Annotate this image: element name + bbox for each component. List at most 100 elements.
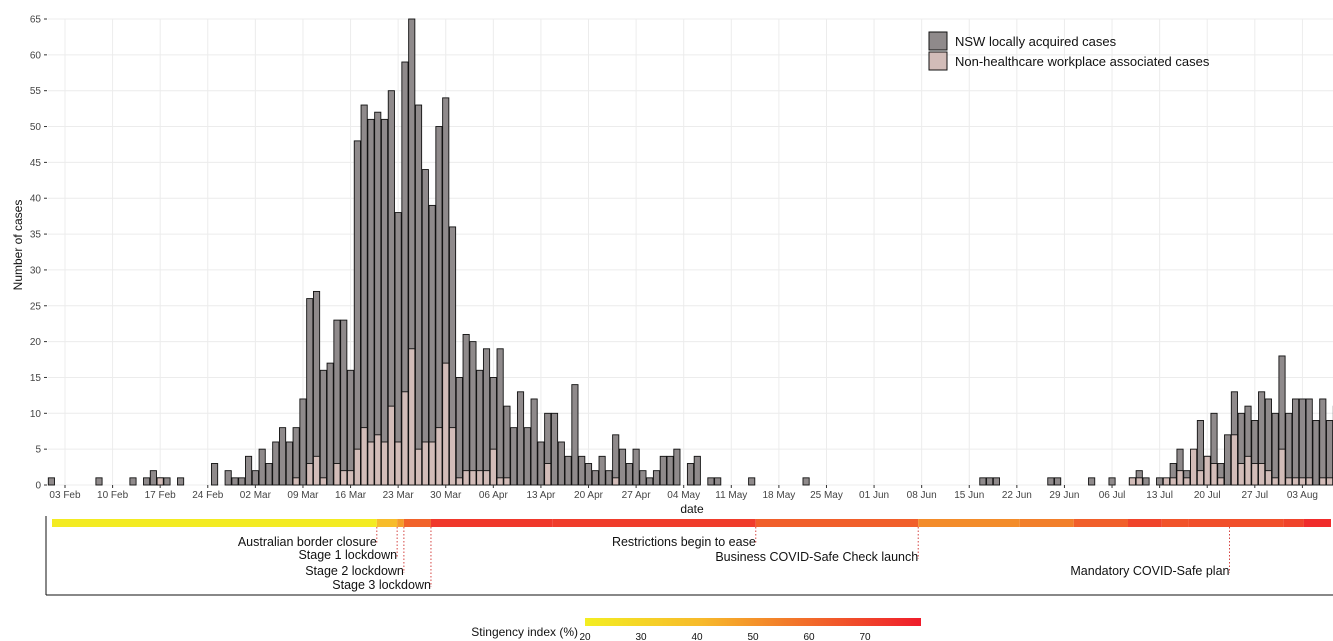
bar-locally-acquired — [1088, 477, 1096, 486]
y-tick-label: 10 — [30, 409, 42, 420]
x-tick-label: 29 Jun — [1049, 490, 1079, 501]
bar-locally-acquired — [578, 455, 586, 486]
bar-workplace-associated — [313, 455, 321, 486]
legend-label-workplace: Non-healthcare workplace associated case… — [955, 54, 1210, 69]
bar-locally-acquired — [476, 369, 484, 486]
bar-workplace-associated — [340, 470, 348, 486]
x-tick-label: 16 Mar — [335, 490, 367, 501]
bar-locally-acquired — [530, 398, 538, 486]
bar-locally-acquired — [279, 427, 287, 486]
bar-locally-acquired — [482, 348, 491, 486]
stringency-segment — [1161, 519, 1189, 527]
bar-workplace-associated — [1278, 448, 1286, 486]
bar-locally-acquired — [673, 448, 681, 486]
bar-locally-acquired — [591, 470, 599, 486]
stringency-segment — [403, 519, 431, 527]
bar-locally-acquired — [714, 477, 722, 486]
bar-locally-acquired — [639, 470, 647, 486]
bar-locally-acquired — [693, 455, 701, 486]
y-axis-ticks: 0 5 10 15 20 25 30 35 40 45 50 55 60 65 — [30, 15, 47, 492]
bar-locally-acquired — [272, 441, 280, 486]
y-tick-label: 40 — [30, 194, 42, 205]
bar-workplace-associated — [1258, 463, 1266, 486]
bar-locally-acquired — [584, 463, 593, 486]
bar-locally-acquired — [1054, 477, 1062, 486]
bar-locally-acquired — [986, 477, 994, 486]
x-axis-ticks: 03 Feb 10 Feb 17 Feb 24 Feb 02 Mar 09 Mar 16 M… — [49, 485, 1318, 501]
stringency-scale-tick-label: 40 — [691, 632, 703, 641]
y-tick-label: 65 — [30, 15, 42, 26]
bar-locally-acquired — [1319, 398, 1327, 486]
bar-locally-acquired — [564, 455, 572, 486]
bar-locally-acquired — [571, 384, 579, 486]
stringency-segment — [52, 519, 377, 527]
bar-locally-acquired — [516, 391, 525, 486]
bar-workplace-associated — [1285, 477, 1293, 486]
x-tick-label: 04 May — [667, 490, 700, 501]
bar-locally-acquired — [455, 377, 463, 486]
bar-locally-acquired — [1156, 477, 1164, 486]
bar-locally-acquired — [802, 477, 810, 486]
bar-locally-acquired — [319, 369, 327, 486]
bar-locally-acquired — [1298, 398, 1306, 486]
bar-locally-acquired — [979, 477, 987, 486]
x-tick-label: 17 Feb — [145, 490, 177, 501]
bar-locally-acquired — [462, 333, 470, 486]
bar-workplace-associated — [1298, 477, 1306, 486]
x-tick-label: 08 Jun — [907, 490, 937, 501]
x-tick-label: 03 Feb — [49, 490, 81, 501]
stringency-band — [52, 519, 1331, 527]
x-tick-label: 03 Aug — [1287, 490, 1318, 501]
bar-locally-acquired — [1047, 477, 1055, 486]
stringency-segment — [1303, 519, 1331, 527]
stringency-gradient-bar — [585, 618, 921, 626]
stringency-segment — [1073, 519, 1128, 527]
y-tick-label: 25 — [30, 301, 42, 312]
bar-locally-acquired — [1285, 412, 1293, 486]
bar-locally-acquired — [143, 477, 151, 486]
bar-workplace-associated — [1326, 477, 1333, 486]
stringency-segment — [1019, 519, 1074, 527]
bar-locally-acquired — [353, 140, 361, 486]
bar-locally-acquired — [177, 477, 185, 486]
bar-locally-acquired — [503, 405, 511, 486]
stringency-scale-title: Stingency index (%) — [471, 625, 578, 639]
bar-workplace-associated — [1196, 470, 1204, 486]
bar-workplace-associated — [1244, 455, 1252, 486]
bar-locally-acquired — [95, 477, 103, 486]
bar-locally-acquired — [163, 477, 171, 486]
bar-locally-acquired — [238, 477, 246, 486]
y-tick-label: 20 — [30, 337, 42, 348]
bar-workplace-associated — [1237, 463, 1245, 486]
y-tick-label: 35 — [30, 230, 42, 241]
y-tick-label: 0 — [35, 481, 41, 492]
stringency-segment — [1127, 519, 1162, 527]
bar-locally-acquired — [251, 470, 259, 486]
bar-locally-acquired — [1326, 420, 1333, 486]
x-tick-label: 15 Jun — [954, 490, 984, 501]
bar-workplace-associated — [156, 477, 164, 486]
bar-workplace-associated — [1217, 477, 1225, 486]
event-label: Mandatory COVID-Safe plan — [1070, 564, 1229, 578]
legend: NSW locally acquired cases Non-healthcar… — [928, 31, 1210, 71]
bar-locally-acquired — [224, 470, 232, 486]
bar-workplace-associated — [1264, 470, 1272, 486]
bar-workplace-associated — [367, 441, 375, 486]
bar-workplace-associated — [448, 427, 457, 486]
y-tick-label: 55 — [30, 86, 42, 97]
bar-workplace-associated — [401, 391, 409, 486]
bar-locally-acquired — [707, 477, 715, 486]
bar-locally-acquired — [550, 412, 559, 486]
bar-workplace-associated — [1230, 434, 1238, 486]
x-tick-label: 23 Mar — [383, 490, 415, 501]
bar-locally-acquired — [632, 448, 640, 486]
x-tick-label: 02 Mar — [240, 490, 272, 501]
bar-locally-acquired — [326, 362, 334, 486]
bar-locally-acquired — [129, 477, 137, 486]
stringency-scale-tick-label: 70 — [859, 632, 871, 641]
bar-workplace-associated — [462, 470, 470, 486]
bar-workplace-associated — [408, 348, 416, 486]
y-tick-label: 5 — [35, 445, 41, 456]
bar-workplace-associated — [1176, 470, 1184, 486]
bar-workplace-associated — [319, 477, 327, 486]
